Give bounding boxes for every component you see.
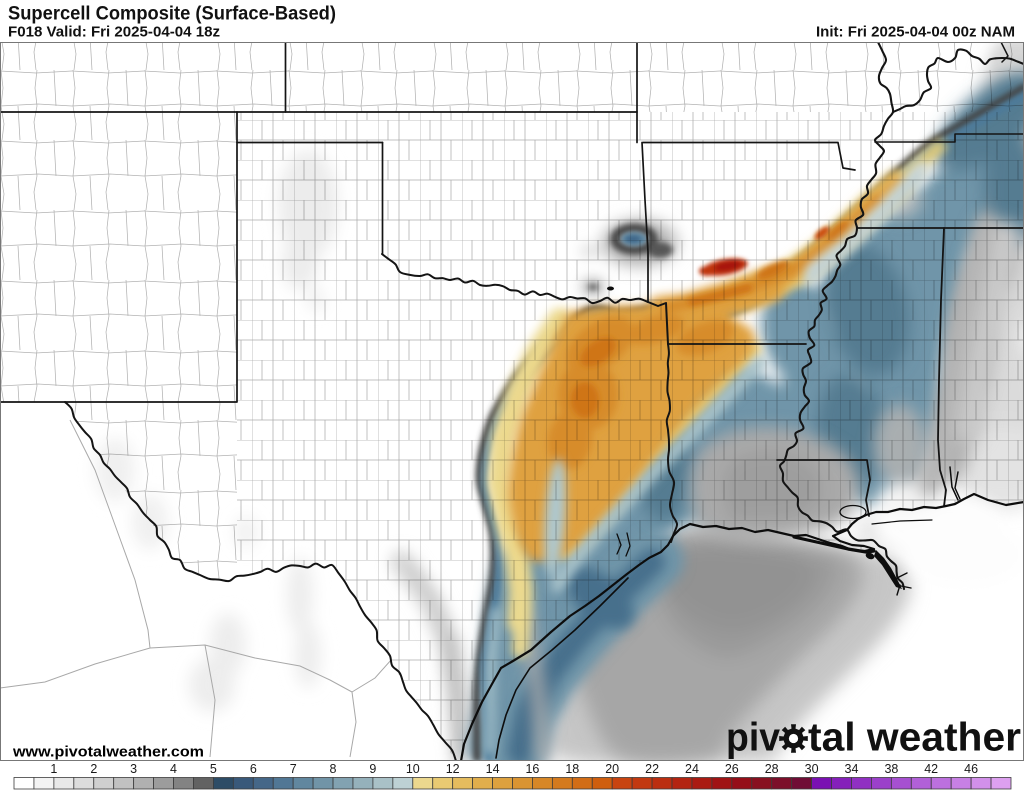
svg-text:F018 Valid: Fri 2025-04-04 18z: F018 Valid: Fri 2025-04-04 18z (8, 25, 220, 41)
svg-text:1: 1 (50, 762, 57, 776)
svg-text:24: 24 (685, 762, 699, 776)
svg-text:22: 22 (645, 762, 659, 776)
svg-text:6: 6 (250, 762, 257, 776)
svg-text:9: 9 (369, 762, 376, 776)
svg-text:8: 8 (330, 762, 337, 776)
svg-text:18: 18 (565, 762, 579, 776)
svg-text:10: 10 (406, 762, 420, 776)
svg-text:26: 26 (725, 762, 739, 776)
svg-text:tal weather: tal weather (808, 716, 1021, 760)
svg-text:piv: piv (726, 716, 781, 760)
svg-text:38: 38 (884, 762, 898, 776)
svg-text:34: 34 (845, 762, 859, 776)
svg-text:46: 46 (964, 762, 978, 776)
svg-text:Supercell Composite (Surface-B: Supercell Composite (Surface-Based) (8, 3, 336, 25)
svg-text:20: 20 (605, 762, 619, 776)
svg-text:5: 5 (210, 762, 217, 776)
svg-text:www.pivotalweather.com: www.pivotalweather.com (12, 745, 204, 761)
svg-text:7: 7 (290, 762, 297, 776)
svg-text:30: 30 (805, 762, 819, 776)
svg-text:2: 2 (90, 762, 97, 776)
svg-text:4: 4 (170, 762, 177, 776)
svg-text:42: 42 (924, 762, 938, 776)
svg-text:16: 16 (525, 762, 539, 776)
svg-text:12: 12 (446, 762, 460, 776)
svg-text:14: 14 (486, 762, 500, 776)
svg-text:3: 3 (130, 762, 137, 776)
svg-text:28: 28 (765, 762, 779, 776)
svg-text:Init: Fri 2025-04-04 00z NAM: Init: Fri 2025-04-04 00z NAM (816, 25, 1015, 41)
